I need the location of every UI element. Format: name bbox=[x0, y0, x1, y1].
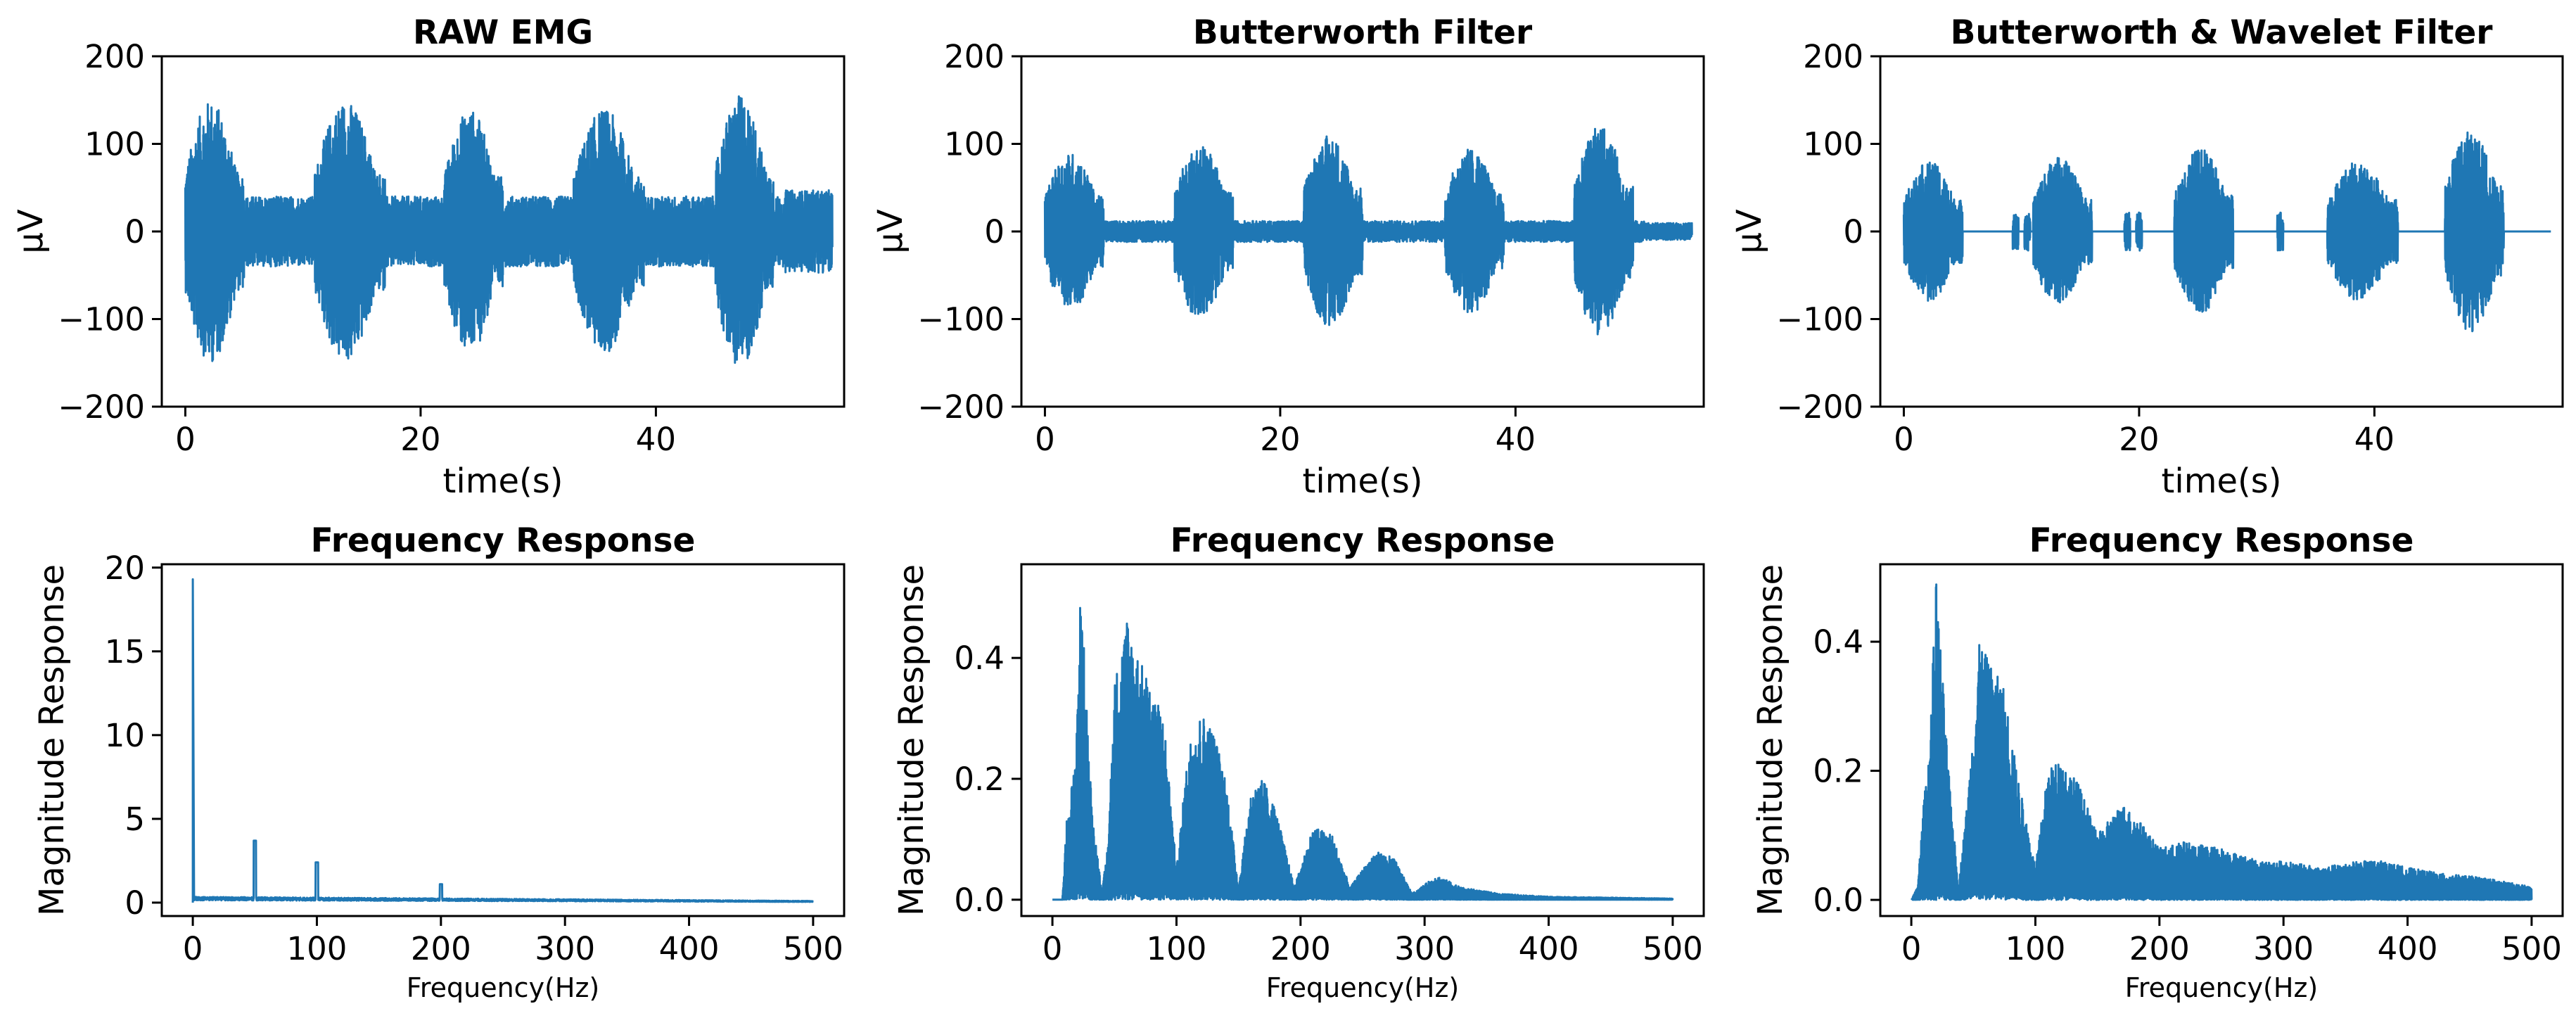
y-tick-label: −100 bbox=[58, 301, 145, 338]
x-tick-label: 40 bbox=[2354, 421, 2395, 458]
y-tick-label: 0.2 bbox=[1813, 753, 1863, 790]
panel-3: Butterworth & Wavelet Filter 0 20 40 −200 −10… bbox=[1730, 13, 2564, 501]
y-tick-label: −100 bbox=[917, 301, 1005, 338]
x-tick-label: 300 bbox=[535, 930, 595, 967]
y-tick-label: 0.0 bbox=[1813, 882, 1863, 919]
panel-title: Butterworth Filter bbox=[1193, 13, 1533, 52]
x-tick-label: 500 bbox=[2501, 930, 2562, 967]
panel-title: Frequency Response bbox=[311, 521, 696, 560]
y-tick-label: 0.4 bbox=[1813, 623, 1863, 661]
x-tick-label: 20 bbox=[2119, 421, 2159, 458]
x-tick-label: 300 bbox=[2253, 930, 2314, 967]
y-tick-label: 0.2 bbox=[954, 761, 1005, 798]
x-axis-label: Frequency(Hz) bbox=[407, 972, 599, 1003]
panel-title: Butterworth & Wavelet Filter bbox=[1951, 13, 2494, 52]
y-tick-label: 10 bbox=[105, 717, 145, 754]
x-tick-label: 400 bbox=[1519, 930, 1579, 967]
y-tick-label: −100 bbox=[1776, 301, 1863, 338]
y-axis-label: Magnitude Response bbox=[892, 564, 931, 916]
panel-1: RAW EMG 0 20 40 −200 −100 0 100 200 time(s) µV bbox=[11, 13, 846, 501]
panel-6: Frequency Response 0 100 200 300 400 500 0.0 0.2… bbox=[1751, 521, 2564, 1003]
y-tick-label: 20 bbox=[105, 549, 145, 587]
series-line bbox=[1043, 127, 1693, 336]
y-tick-label: −200 bbox=[917, 388, 1005, 426]
x-tick-label: 0 bbox=[1035, 421, 1055, 458]
x-axis-label: time(s) bbox=[2162, 462, 2282, 501]
y-tick-label: 100 bbox=[944, 126, 1005, 163]
y-tick-label: 5 bbox=[125, 801, 145, 838]
x-tick-label: 200 bbox=[411, 930, 471, 967]
x-tick-label: 300 bbox=[1394, 930, 1455, 967]
x-tick-label: 200 bbox=[1270, 930, 1331, 967]
y-axis-label: µV bbox=[1730, 209, 1769, 254]
x-tick-label: 400 bbox=[2378, 930, 2438, 967]
x-axis-label: time(s) bbox=[1303, 462, 1423, 501]
axes-frame bbox=[1879, 563, 2564, 917]
x-tick-label: 40 bbox=[1496, 421, 1536, 458]
x-axis-label: time(s) bbox=[443, 462, 563, 501]
y-tick-label: 0 bbox=[984, 213, 1005, 250]
panel-title: Frequency Response bbox=[2029, 521, 2414, 560]
x-tick-label: 0 bbox=[1894, 421, 1914, 458]
series-line bbox=[184, 95, 834, 364]
x-tick-label: 100 bbox=[2006, 930, 2066, 967]
series-line bbox=[1902, 131, 2552, 333]
x-tick-label: 0 bbox=[1042, 930, 1063, 967]
x-tick-label: 500 bbox=[1643, 930, 1703, 967]
y-tick-label: 200 bbox=[1803, 38, 1863, 75]
x-tick-label: 40 bbox=[636, 421, 676, 458]
series-line bbox=[191, 578, 815, 903]
panel-4: Frequency Response 0 100 200 300 400 500 0 5 10 15… bbox=[32, 521, 846, 1003]
panel-2: Butterworth Filter 0 20 40 −200 −100 0 100 200 ti… bbox=[871, 13, 1705, 501]
x-tick-label: 500 bbox=[783, 930, 843, 967]
y-tick-label: 15 bbox=[105, 633, 145, 670]
y-tick-label: 0 bbox=[125, 884, 145, 922]
y-tick-label: 0 bbox=[1843, 213, 1863, 250]
panel-title: Frequency Response bbox=[1171, 521, 1555, 560]
x-tick-label: 200 bbox=[2129, 930, 2190, 967]
y-tick-label: 100 bbox=[1803, 126, 1863, 163]
x-tick-label: 100 bbox=[287, 930, 347, 967]
x-tick-label: 0 bbox=[183, 930, 203, 967]
x-tick-label: 0 bbox=[1901, 930, 1922, 967]
y-tick-label: 200 bbox=[84, 38, 145, 75]
y-tick-label: 200 bbox=[944, 38, 1005, 75]
axes-frame bbox=[1020, 563, 1705, 917]
x-axis-label: Frequency(Hz) bbox=[1266, 972, 1459, 1003]
y-tick-label: 0.4 bbox=[954, 640, 1005, 677]
y-axis-label: µV bbox=[871, 209, 910, 254]
x-tick-label: 100 bbox=[1147, 930, 1207, 967]
x-tick-label: 20 bbox=[1260, 421, 1300, 458]
y-tick-label: −200 bbox=[1776, 388, 1863, 426]
x-axis-label: Frequency(Hz) bbox=[2125, 972, 2318, 1003]
x-tick-label: 0 bbox=[175, 421, 196, 458]
x-tick-label: 20 bbox=[400, 421, 440, 458]
axes-frame bbox=[160, 563, 846, 917]
y-tick-label: 0 bbox=[125, 213, 145, 250]
series-line bbox=[1052, 606, 1674, 901]
y-axis-label: Magnitude Response bbox=[32, 564, 72, 916]
panel-title: RAW EMG bbox=[413, 13, 593, 52]
y-axis-label: Magnitude Response bbox=[1751, 564, 1790, 916]
y-tick-label: −200 bbox=[58, 388, 145, 426]
panel-5: Frequency Response 0 100 200 300 400 500 0.0 0.2… bbox=[892, 521, 1705, 1003]
y-axis-label: µV bbox=[11, 209, 51, 254]
y-tick-label: 0.0 bbox=[954, 882, 1005, 919]
series-line bbox=[1910, 583, 2533, 901]
x-tick-label: 400 bbox=[659, 930, 720, 967]
y-tick-label: 100 bbox=[84, 126, 145, 163]
